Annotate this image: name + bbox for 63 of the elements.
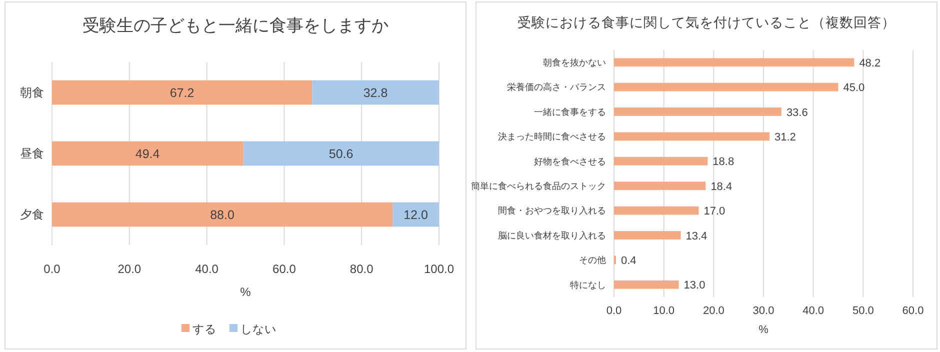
data-label: 17.0: [704, 206, 726, 218]
x-tick-label: 0.0: [44, 262, 61, 276]
bar: [614, 58, 854, 67]
x-axis-title: %: [758, 324, 769, 336]
data-label: 13.0: [684, 280, 706, 292]
bar: [312, 80, 439, 105]
y-tick-label: 一緒に食事をする: [534, 106, 606, 117]
data-label: 18.8: [712, 156, 734, 168]
y-tick-label: 決まった時間に食べさせる: [498, 132, 606, 142]
x-tick-label: 20.0: [702, 305, 724, 317]
bar: [52, 80, 312, 105]
y-tick-label: その他: [579, 255, 606, 266]
y-tick-label: 好物を食べさせる: [534, 156, 606, 166]
x-tick-label: 50.0: [852, 305, 874, 317]
chart-title: 受験における食事に関して気を付けていること（複数回答）: [518, 15, 896, 30]
y-tick-label: 脳に良い食材を取り入れる: [498, 230, 606, 240]
x-tick-label: 40.0: [195, 262, 219, 276]
legend-label: しない: [240, 324, 276, 336]
bar: [614, 206, 699, 215]
data-label: 50.6: [328, 147, 354, 161]
y-tick-label: 夕食: [20, 208, 44, 222]
x-tick-label: 0.0: [606, 305, 622, 317]
data-label: 32.8: [363, 86, 388, 100]
y-tick-label: 特になし: [570, 280, 606, 290]
data-label: 88.0: [210, 208, 234, 222]
bar: [614, 132, 770, 141]
y-tick-label: 簡単に食べられる食品のストック: [471, 181, 606, 191]
data-label: 49.4: [135, 147, 160, 161]
x-axis-title: %: [240, 285, 252, 299]
x-tick-label: 30.0: [752, 305, 774, 317]
legend-label: する: [192, 324, 216, 336]
chart-title: 受験生の子どもと一緒に食事をしますか: [82, 16, 388, 35]
data-label: 48.2: [859, 57, 881, 70]
data-label: 0.4: [620, 254, 636, 267]
data-label: 45.0: [843, 82, 865, 94]
bar: [614, 82, 838, 92]
bar: [52, 141, 244, 166]
bar: [614, 231, 681, 240]
data-label: 12.0: [404, 208, 428, 222]
x-tick-label: 80.0: [350, 262, 374, 276]
data-label: 13.4: [686, 230, 708, 242]
data-label: 67.2: [170, 86, 194, 100]
y-tick-label: 栄養価の高さ・バランス: [507, 82, 606, 92]
data-label: 18.4: [710, 180, 732, 193]
x-tick-label: 60.0: [272, 262, 296, 276]
bar: [614, 108, 782, 116]
bar: [614, 280, 679, 289]
data-label: 33.6: [786, 106, 808, 119]
x-tick-label: 40.0: [802, 305, 824, 317]
bar: [614, 156, 708, 166]
x-tick-label: 60.0: [902, 305, 924, 317]
y-tick-label: 朝食を抜かない: [543, 58, 606, 68]
y-tick-label: 朝食: [20, 86, 44, 100]
x-tick-label: 100.0: [424, 262, 454, 276]
y-tick-label: 昼食: [20, 146, 44, 161]
y-tick-label: 間食・おやつを取り入れる: [498, 206, 606, 216]
x-tick-label: 20.0: [118, 262, 142, 276]
data-label: 31.2: [774, 131, 796, 144]
bar: [614, 182, 706, 190]
x-tick-label: 10.0: [653, 305, 675, 317]
bar: [243, 141, 439, 166]
bar: [52, 202, 393, 227]
bar: [392, 202, 439, 227]
